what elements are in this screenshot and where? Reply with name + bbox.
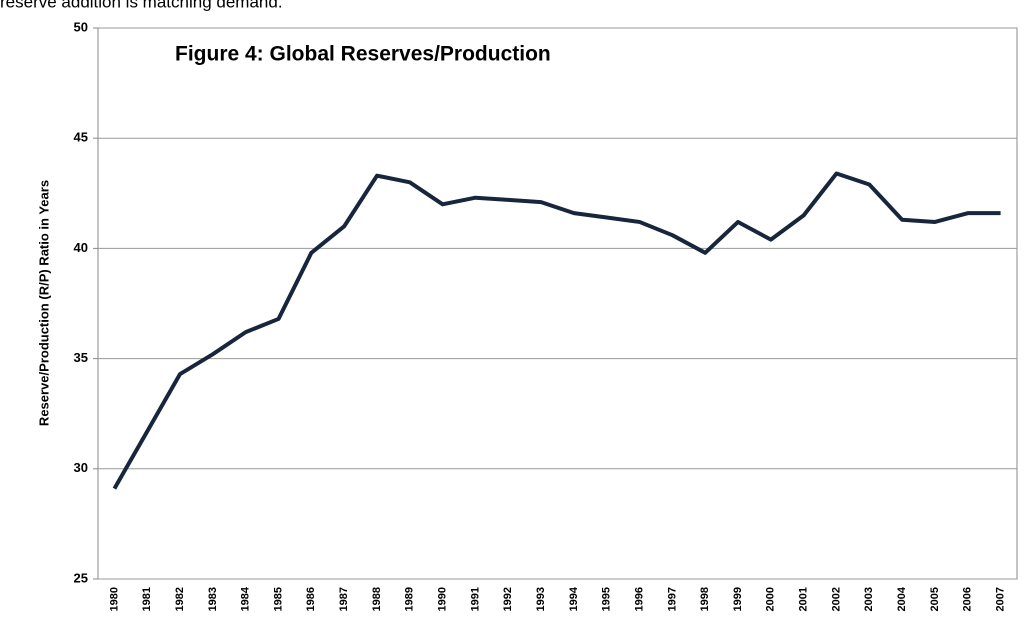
x-tick-label: 2007: [994, 587, 1006, 611]
x-tick-label: 1994: [568, 586, 580, 611]
x-tick-label: 2001: [798, 587, 810, 611]
y-tick-label: 30: [74, 460, 88, 475]
x-tick-label: 1985: [272, 587, 284, 611]
x-tick-label: 1997: [666, 587, 678, 611]
x-tick-label: 2006: [962, 587, 974, 611]
x-tick-label: 1986: [305, 587, 317, 611]
x-tick-label: 2004: [896, 586, 908, 611]
y-tick-label: 35: [74, 350, 88, 365]
x-tick-label: 2005: [929, 587, 941, 611]
x-tick-label: 1980: [108, 587, 120, 611]
x-tick-label: 1990: [437, 587, 449, 611]
data-line: [112, 171, 1001, 490]
x-tick-label: 1998: [699, 587, 711, 611]
text-above: reserve addition is matching demand.: [0, 0, 283, 11]
x-tick-label: 1982: [174, 587, 186, 611]
x-tick-label: 1981: [141, 587, 153, 611]
x-tick-label: 1996: [633, 587, 645, 611]
plot-frame: [97, 27, 1018, 580]
x-tick-label: 2002: [830, 587, 842, 611]
x-tick-label: 2000: [765, 587, 777, 611]
x-tick-label: 1987: [338, 587, 350, 611]
x-tick-label: 1999: [732, 587, 744, 611]
x-tick-label: 1995: [601, 587, 613, 611]
y-axis-label: Reserve/Production (R/P) Ratio in Years: [36, 180, 51, 426]
x-tick-label: 1988: [371, 587, 383, 611]
y-tick-label: 40: [74, 240, 88, 255]
chart-title: Figure 4: Global Reserves/Production: [175, 43, 551, 66]
x-tick-label: 1989: [404, 587, 416, 611]
x-tick-label: 2003: [863, 587, 875, 611]
y-tick-label: 25: [74, 570, 88, 585]
x-tick-label: 1983: [207, 587, 219, 611]
x-tick-label: 1991: [469, 587, 481, 611]
x-tick-label: 1992: [502, 587, 514, 611]
y-tick-label: 45: [74, 130, 88, 145]
x-tick-label: 1993: [535, 587, 547, 611]
x-tick-label: 1984: [240, 586, 252, 611]
y-tick-label: 50: [74, 19, 88, 34]
